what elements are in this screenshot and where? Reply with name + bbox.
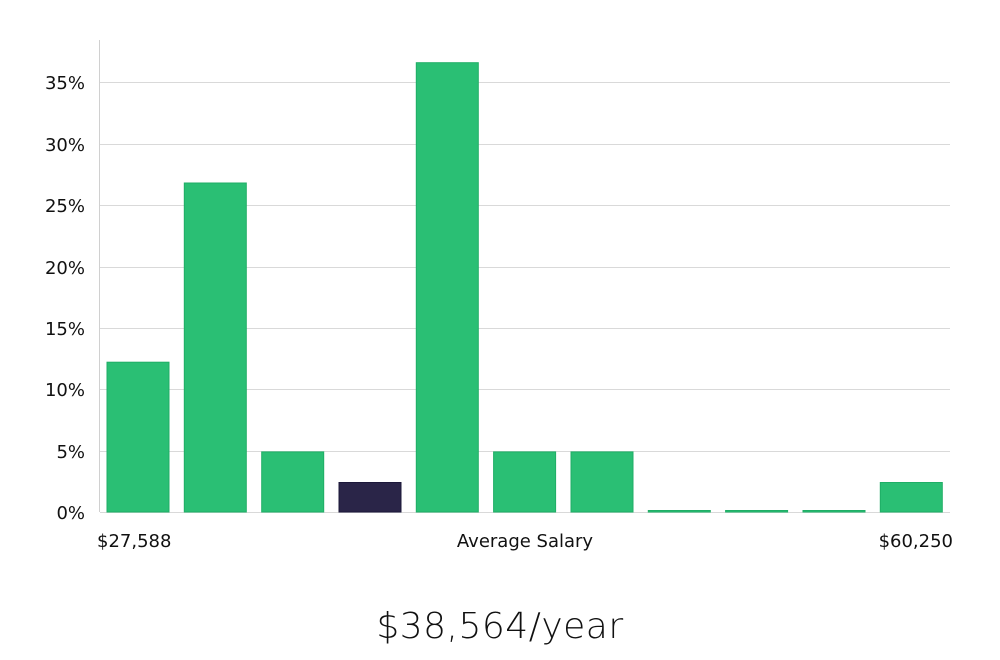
- bar: [261, 451, 325, 513]
- y-axis-tick-labels: 0% 5% 10% 15% 20% 25% 30% 35%: [45, 73, 85, 524]
- bar: [647, 510, 711, 513]
- y-tick-label: 35%: [45, 73, 85, 94]
- bar: [725, 510, 789, 513]
- y-tick-label: 20%: [45, 258, 85, 279]
- bars: [106, 62, 943, 513]
- bar: [183, 182, 247, 513]
- bar: [802, 510, 866, 513]
- bar: [106, 361, 170, 513]
- bar: [493, 451, 557, 513]
- y-tick-label: 5%: [56, 442, 85, 463]
- bar-highlighted: [338, 482, 402, 513]
- x-min-label: $27,588: [97, 531, 171, 552]
- average-salary-value: $38,564/year: [376, 606, 624, 647]
- bar: [415, 62, 479, 513]
- y-tick-label: 10%: [45, 380, 85, 401]
- y-tick-label: 25%: [45, 196, 85, 217]
- x-axis-title: Average Salary: [457, 531, 594, 552]
- bar: [879, 482, 943, 513]
- x-max-label: $60,250: [879, 531, 953, 552]
- y-tick-label: 15%: [45, 319, 85, 340]
- y-tick-label: 0%: [56, 503, 85, 524]
- y-tick-label: 30%: [45, 135, 85, 156]
- bar: [570, 451, 634, 513]
